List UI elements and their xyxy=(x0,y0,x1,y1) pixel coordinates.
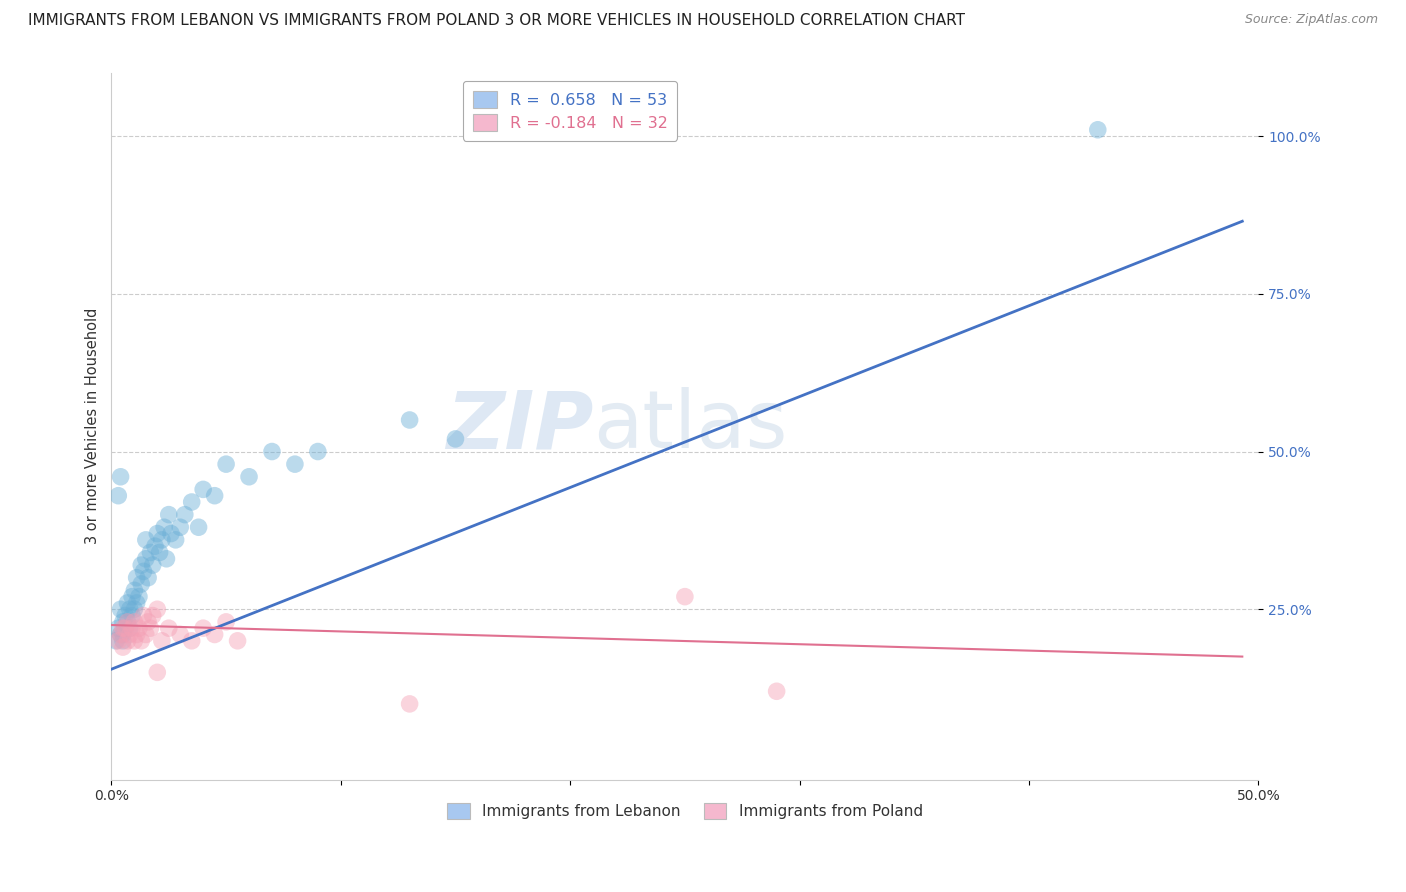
Point xyxy=(284,457,307,471)
Point xyxy=(135,533,157,547)
Point xyxy=(128,621,150,635)
Point xyxy=(110,627,132,641)
Point xyxy=(124,633,146,648)
Point xyxy=(118,602,141,616)
Point xyxy=(398,697,420,711)
Point xyxy=(136,615,159,629)
Point xyxy=(117,596,139,610)
Point xyxy=(150,533,173,547)
Text: Source: ZipAtlas.com: Source: ZipAtlas.com xyxy=(1244,13,1378,27)
Point xyxy=(114,608,136,623)
Point xyxy=(110,602,132,616)
Point xyxy=(215,615,238,629)
Point xyxy=(204,489,226,503)
Point xyxy=(111,633,134,648)
Point xyxy=(114,621,136,635)
Point xyxy=(111,627,134,641)
Point xyxy=(118,627,141,641)
Point xyxy=(153,520,176,534)
Point xyxy=(142,558,165,573)
Point xyxy=(142,608,165,623)
Point xyxy=(132,608,155,623)
Point xyxy=(111,615,134,629)
Point xyxy=(187,520,209,534)
Point xyxy=(180,495,202,509)
Point xyxy=(146,665,169,680)
Point xyxy=(157,621,180,635)
Point xyxy=(117,615,139,629)
Point xyxy=(204,627,226,641)
Point xyxy=(180,633,202,648)
Point xyxy=(191,621,214,635)
Point xyxy=(155,551,177,566)
Legend: Immigrants from Lebanon, Immigrants from Poland: Immigrants from Lebanon, Immigrants from… xyxy=(441,797,929,825)
Point xyxy=(129,633,152,648)
Point xyxy=(398,413,420,427)
Point xyxy=(128,590,150,604)
Point xyxy=(149,545,172,559)
Point xyxy=(110,469,132,483)
Text: IMMIGRANTS FROM LEBANON VS IMMIGRANTS FROM POLAND 3 OR MORE VEHICLES IN HOUSEHOL: IMMIGRANTS FROM LEBANON VS IMMIGRANTS FR… xyxy=(28,13,965,29)
Point xyxy=(129,558,152,573)
Point xyxy=(121,608,143,623)
Point xyxy=(135,551,157,566)
Point xyxy=(110,627,132,641)
Point xyxy=(165,533,187,547)
Point xyxy=(124,602,146,616)
Point xyxy=(673,590,696,604)
Text: ZIP: ZIP xyxy=(446,387,593,466)
Point xyxy=(121,621,143,635)
Point xyxy=(117,633,139,648)
Point xyxy=(125,596,148,610)
Point xyxy=(125,571,148,585)
Point xyxy=(765,684,787,698)
Point xyxy=(260,444,283,458)
Point xyxy=(169,520,191,534)
Point xyxy=(136,571,159,585)
Point xyxy=(107,633,129,648)
Point xyxy=(307,444,329,458)
Point xyxy=(125,627,148,641)
Point xyxy=(215,457,238,471)
Point xyxy=(143,539,166,553)
Point xyxy=(173,508,195,522)
Point xyxy=(124,583,146,598)
Point xyxy=(1087,122,1109,136)
Point xyxy=(139,545,162,559)
Point xyxy=(117,615,139,629)
Point xyxy=(160,526,183,541)
Point xyxy=(150,633,173,648)
Point xyxy=(124,615,146,629)
Point xyxy=(146,526,169,541)
Point xyxy=(238,469,260,483)
Point xyxy=(132,565,155,579)
Point xyxy=(121,590,143,604)
Point xyxy=(157,508,180,522)
Point xyxy=(107,621,129,635)
Text: atlas: atlas xyxy=(593,387,787,466)
Y-axis label: 3 or more Vehicles in Household: 3 or more Vehicles in Household xyxy=(86,308,100,544)
Point xyxy=(139,621,162,635)
Point xyxy=(191,483,214,497)
Point xyxy=(129,577,152,591)
Point xyxy=(135,627,157,641)
Point xyxy=(105,633,128,648)
Point xyxy=(111,640,134,654)
Point xyxy=(226,633,249,648)
Point xyxy=(444,432,467,446)
Point xyxy=(146,602,169,616)
Point xyxy=(111,621,134,635)
Point xyxy=(107,489,129,503)
Point xyxy=(118,621,141,635)
Point xyxy=(169,627,191,641)
Point xyxy=(114,621,136,635)
